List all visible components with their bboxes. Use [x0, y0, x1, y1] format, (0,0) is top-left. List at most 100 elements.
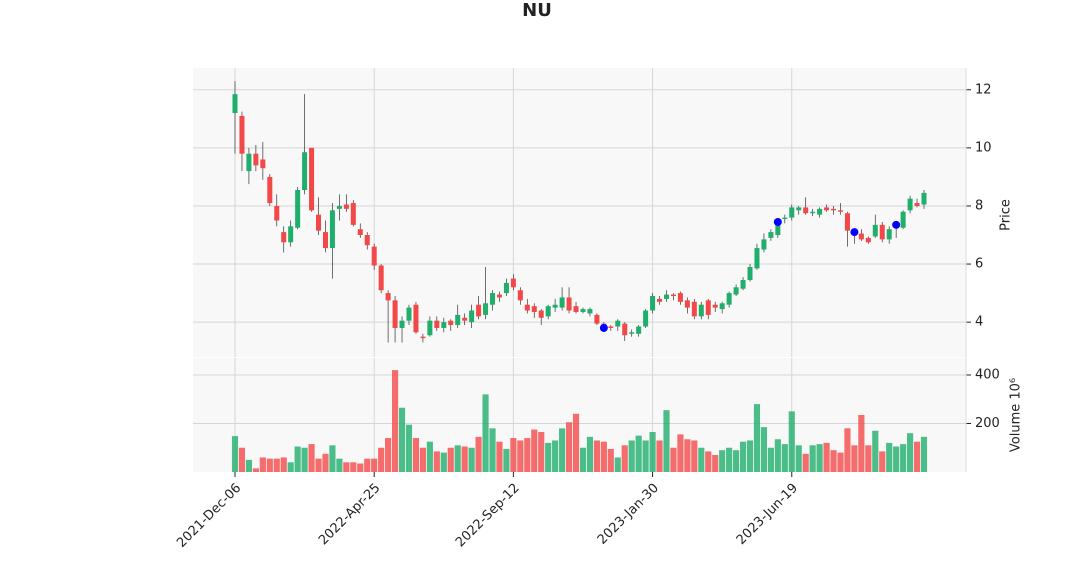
- candle-body: [698, 304, 704, 317]
- volume-bar: [398, 407, 406, 472]
- volume-bar: [412, 438, 420, 472]
- volume-bar: [767, 447, 774, 472]
- volume-bar: [677, 434, 684, 472]
- volume-panel: [193, 358, 966, 472]
- candle-body: [900, 211, 906, 228]
- volume-bar: [238, 447, 246, 472]
- volume-bar: [426, 441, 433, 472]
- volume-bar: [705, 451, 712, 472]
- candle-body: [594, 314, 600, 324]
- candle-body: [552, 304, 558, 308]
- candle-body: [907, 198, 913, 211]
- volume-bar: [280, 457, 287, 472]
- candle-body: [657, 298, 663, 302]
- candle-body: [316, 214, 322, 231]
- candle-body: [483, 303, 489, 315]
- x-tick-label: 2023-Jan-30: [595, 481, 662, 548]
- volume-bar: [252, 468, 259, 472]
- volume-bar: [245, 459, 252, 472]
- candle-body: [406, 307, 412, 321]
- volume-bar: [572, 413, 580, 472]
- candle-body: [921, 192, 927, 205]
- candle-body: [413, 304, 419, 333]
- candle-body: [796, 207, 802, 211]
- y-tick-label: 8: [975, 198, 983, 213]
- candle-body: [559, 297, 565, 308]
- volume-bar: [886, 442, 893, 472]
- volume-bar: [726, 447, 733, 472]
- volume-bar: [385, 438, 392, 472]
- candle-body: [371, 246, 377, 266]
- volume-bar: [823, 442, 830, 472]
- candle-body: [385, 293, 391, 301]
- volume-bar: [447, 447, 454, 472]
- candle-body: [886, 229, 892, 240]
- volume-bar: [795, 445, 802, 472]
- y-tick-label: 6: [975, 257, 983, 272]
- volume-bar: [858, 415, 865, 472]
- volume-bar: [607, 448, 614, 472]
- x-tick-label: 2021-Dec-06: [174, 481, 244, 551]
- candle-body: [329, 210, 335, 249]
- volume-bar: [760, 427, 768, 472]
- volume-bar: [635, 435, 642, 472]
- candle-body: [622, 323, 628, 336]
- candle-body: [803, 207, 809, 214]
- volume-bar: [524, 438, 531, 472]
- volume-bar: [496, 441, 503, 472]
- candle-body: [531, 306, 537, 312]
- volume-bar: [900, 444, 907, 472]
- volume-bar: [454, 445, 461, 472]
- volume-bar: [579, 447, 587, 472]
- candle-body: [712, 304, 718, 308]
- candle-body: [726, 293, 732, 305]
- candle-body: [747, 266, 753, 281]
- y-axis-label: Price: [999, 199, 1014, 231]
- volume-bar: [830, 450, 837, 472]
- signal-marker: [773, 217, 782, 226]
- volume-bar: [287, 462, 294, 472]
- candle-body: [691, 301, 697, 317]
- volume-bar: [712, 455, 719, 472]
- candle-body: [810, 211, 816, 214]
- volume-bar: [531, 429, 538, 472]
- candle-body: [476, 304, 482, 317]
- candle-body: [343, 204, 349, 209]
- volume-bar: [357, 463, 364, 472]
- candle-body: [879, 224, 885, 240]
- y-tick-label: 4: [975, 315, 983, 330]
- volume-bar: [378, 447, 385, 472]
- candle-body: [789, 207, 795, 218]
- candle-body: [817, 208, 823, 215]
- volume-bar: [259, 457, 266, 472]
- volume-bar: [600, 441, 607, 472]
- volume-bar: [809, 445, 816, 472]
- candle-body: [462, 317, 468, 321]
- volume-bar: [273, 458, 280, 472]
- y-tick-label: 400: [975, 367, 1000, 382]
- candle-body: [364, 235, 370, 246]
- chart-title: NU: [522, 0, 552, 21]
- volume-bar: [371, 458, 378, 472]
- volume-axis-label: Volume 10⁶: [1009, 378, 1024, 452]
- volume-bar: [517, 440, 524, 472]
- candle-body: [232, 94, 238, 114]
- candle-body: [434, 320, 440, 328]
- candle-body: [705, 300, 711, 315]
- volume-bar: [552, 440, 559, 472]
- candle-body: [239, 115, 245, 154]
- volume-bar: [364, 458, 371, 472]
- candle-body: [427, 320, 433, 336]
- candle-body: [719, 303, 725, 310]
- x-tick-label: 2022-Apr-25: [316, 481, 383, 548]
- volume-bar: [913, 441, 921, 472]
- candle-body: [503, 282, 509, 294]
- candle-body: [768, 232, 774, 238]
- volume-bar: [503, 448, 510, 472]
- volume-bar: [733, 450, 740, 472]
- volume-bar: [670, 447, 677, 472]
- candle-body: [489, 293, 496, 305]
- candle-body: [650, 296, 656, 311]
- volume-bar: [545, 442, 552, 472]
